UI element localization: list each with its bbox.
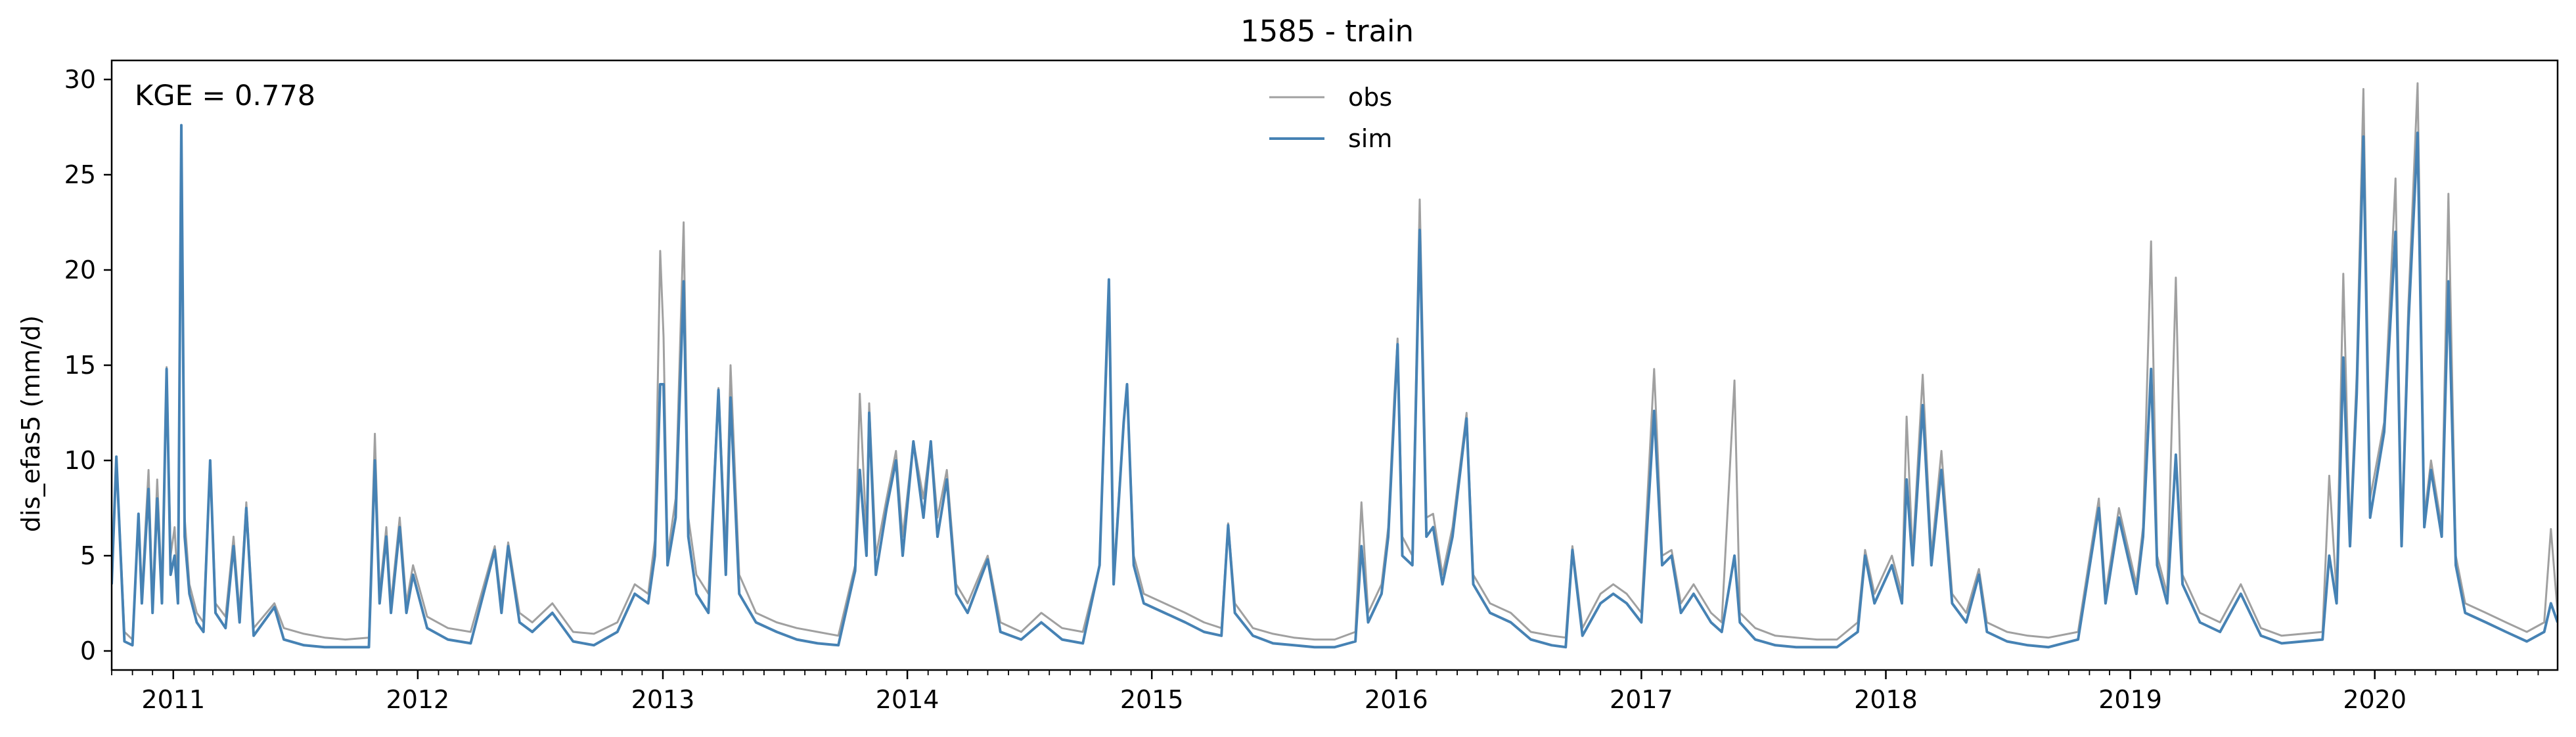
y-tick-label-25: 25: [64, 160, 96, 189]
x-tick-label-2016: 2016: [1365, 685, 1428, 714]
plot-lines: [112, 82, 2558, 649]
chart-title: 1585 - train: [1240, 14, 1414, 49]
y-tick-label-5: 5: [80, 541, 96, 570]
x-tick-label-2015: 2015: [1120, 685, 1184, 714]
legend: obs sim: [1269, 83, 1392, 153]
x-tick-label-2018: 2018: [1854, 685, 1918, 714]
x-tick-label-2019: 2019: [2098, 685, 2162, 714]
y-tick-label-15: 15: [64, 351, 96, 380]
kge-annotation: KGE = 0.778: [135, 79, 315, 112]
legend-label-obs: obs: [1348, 83, 1392, 112]
x-tick-label-2014: 2014: [876, 685, 939, 714]
y-tick-label-20: 20: [64, 256, 96, 284]
x-tick-label-2017: 2017: [1610, 685, 1673, 714]
y-axis: 0 5 10 15 20 25 30: [64, 65, 112, 665]
y-axis-label: dis_efas5 (mm/d): [16, 315, 45, 532]
y-tick-label-30: 30: [64, 65, 96, 94]
y-tick-label-10: 10: [64, 446, 96, 475]
x-tick-label-2020: 2020: [2343, 685, 2407, 714]
series-line-sim: [112, 123, 2558, 649]
x-tick-label-2012: 2012: [386, 685, 450, 714]
x-axis: 2011 2012 2013 2014 2015 2016 2017 2018 2019 2020: [111, 670, 2539, 714]
x-tick-label-2011: 2011: [141, 685, 205, 714]
y-tick-label-0: 0: [80, 636, 96, 665]
x-tick-label-2013: 2013: [631, 685, 695, 714]
legend-label-sim: sim: [1348, 124, 1392, 153]
